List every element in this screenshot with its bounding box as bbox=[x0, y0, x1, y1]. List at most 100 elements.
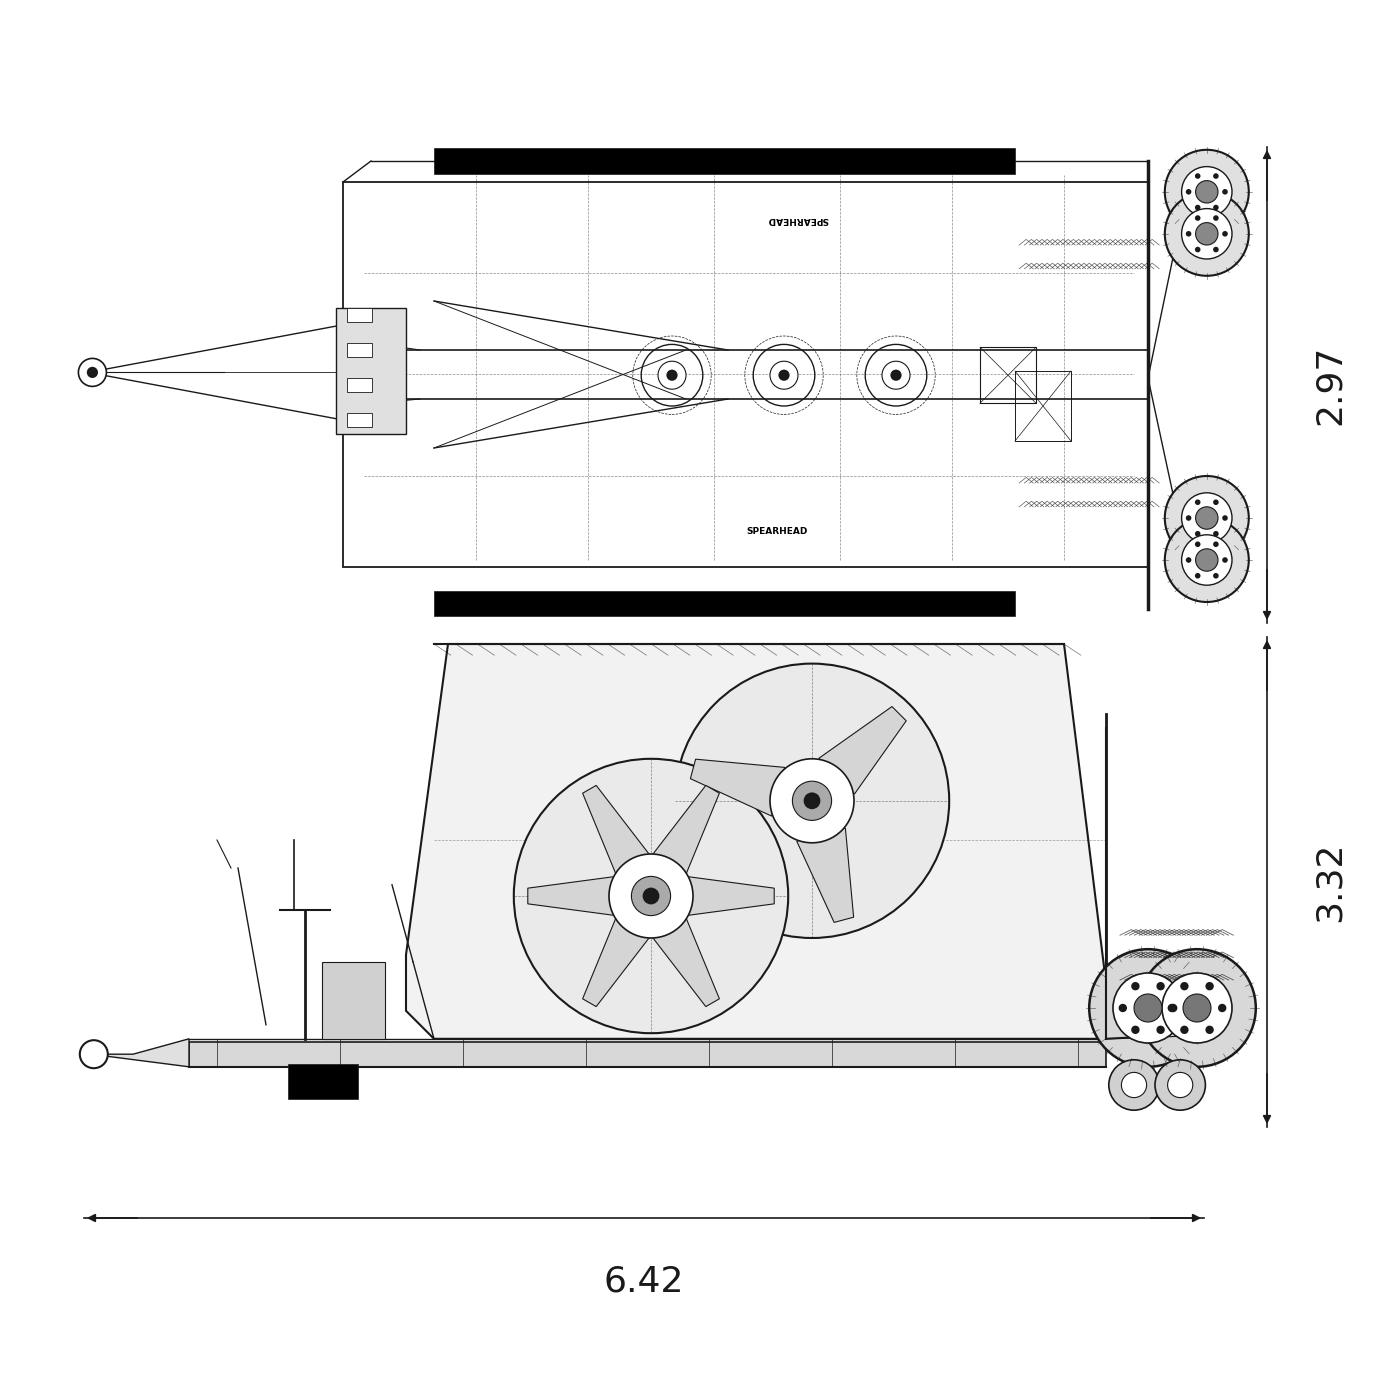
Circle shape bbox=[882, 361, 910, 389]
Circle shape bbox=[1089, 949, 1207, 1067]
Text: SPEARHEAD: SPEARHEAD bbox=[767, 216, 829, 224]
Circle shape bbox=[1119, 1004, 1127, 1012]
Circle shape bbox=[1165, 192, 1249, 276]
Circle shape bbox=[1162, 973, 1232, 1043]
Circle shape bbox=[1109, 1060, 1159, 1110]
Circle shape bbox=[1168, 1004, 1176, 1012]
Circle shape bbox=[770, 759, 854, 843]
Bar bbox=[347, 413, 372, 427]
Polygon shape bbox=[819, 707, 906, 794]
Bar bbox=[189, 1042, 1106, 1067]
Circle shape bbox=[1182, 535, 1232, 585]
Circle shape bbox=[1205, 981, 1214, 990]
Circle shape bbox=[1205, 1026, 1214, 1035]
Circle shape bbox=[1186, 189, 1191, 195]
Circle shape bbox=[1196, 549, 1218, 571]
Polygon shape bbox=[797, 827, 854, 923]
Circle shape bbox=[643, 888, 659, 904]
Circle shape bbox=[1194, 204, 1200, 210]
Circle shape bbox=[1186, 515, 1191, 521]
Circle shape bbox=[80, 1040, 108, 1068]
Circle shape bbox=[631, 876, 671, 916]
Bar bbox=[347, 308, 372, 322]
Circle shape bbox=[1186, 557, 1191, 563]
Circle shape bbox=[1165, 150, 1249, 234]
Bar bbox=[336, 308, 406, 434]
Bar bbox=[322, 962, 385, 1039]
Circle shape bbox=[87, 367, 98, 378]
Bar bbox=[434, 148, 1015, 174]
Circle shape bbox=[1212, 204, 1218, 210]
Circle shape bbox=[1182, 167, 1232, 217]
Bar bbox=[434, 591, 1015, 616]
Polygon shape bbox=[528, 876, 616, 916]
Circle shape bbox=[1222, 557, 1228, 563]
Circle shape bbox=[658, 361, 686, 389]
Text: 2.97: 2.97 bbox=[1313, 344, 1347, 426]
Circle shape bbox=[890, 370, 902, 381]
Circle shape bbox=[1131, 1026, 1140, 1035]
Circle shape bbox=[770, 361, 798, 389]
Circle shape bbox=[1222, 231, 1228, 237]
Circle shape bbox=[1113, 973, 1183, 1043]
Circle shape bbox=[666, 370, 678, 381]
Circle shape bbox=[675, 664, 949, 938]
Circle shape bbox=[1196, 507, 1218, 529]
Circle shape bbox=[514, 759, 788, 1033]
Circle shape bbox=[792, 781, 832, 820]
Circle shape bbox=[1212, 174, 1218, 179]
Circle shape bbox=[609, 854, 693, 938]
Polygon shape bbox=[582, 917, 651, 1007]
Circle shape bbox=[1212, 531, 1218, 536]
Polygon shape bbox=[690, 759, 785, 816]
Circle shape bbox=[1180, 981, 1189, 990]
Polygon shape bbox=[686, 876, 774, 916]
Circle shape bbox=[1169, 1004, 1177, 1012]
Circle shape bbox=[1165, 476, 1249, 560]
Circle shape bbox=[1212, 573, 1218, 578]
Polygon shape bbox=[651, 917, 720, 1007]
Circle shape bbox=[1165, 518, 1249, 602]
Circle shape bbox=[1196, 542, 1201, 547]
Circle shape bbox=[1212, 246, 1218, 252]
Circle shape bbox=[1196, 500, 1201, 505]
Circle shape bbox=[804, 792, 820, 809]
Polygon shape bbox=[91, 1039, 189, 1067]
Circle shape bbox=[1212, 216, 1218, 221]
Circle shape bbox=[1138, 949, 1256, 1067]
Circle shape bbox=[1196, 181, 1218, 203]
Circle shape bbox=[1121, 1072, 1147, 1098]
Circle shape bbox=[1186, 231, 1191, 237]
Circle shape bbox=[1196, 223, 1218, 245]
Bar bbox=[1015, 371, 1071, 441]
Polygon shape bbox=[651, 785, 720, 875]
Circle shape bbox=[1168, 1072, 1193, 1098]
Circle shape bbox=[1182, 209, 1232, 259]
Circle shape bbox=[1182, 493, 1232, 543]
Polygon shape bbox=[582, 785, 651, 875]
Circle shape bbox=[1218, 1004, 1226, 1012]
Text: 3.32: 3.32 bbox=[1313, 841, 1347, 923]
Circle shape bbox=[1156, 981, 1165, 990]
Circle shape bbox=[1196, 216, 1201, 221]
Circle shape bbox=[1155, 1060, 1205, 1110]
Bar bbox=[347, 343, 372, 357]
Polygon shape bbox=[406, 644, 1106, 1039]
Circle shape bbox=[1194, 246, 1200, 252]
Bar bbox=[288, 1064, 358, 1099]
Circle shape bbox=[78, 358, 106, 386]
Circle shape bbox=[1212, 542, 1218, 547]
Circle shape bbox=[1196, 174, 1201, 179]
Circle shape bbox=[1194, 573, 1200, 578]
Text: 6.42: 6.42 bbox=[603, 1264, 685, 1298]
Bar bbox=[980, 347, 1036, 403]
Circle shape bbox=[1180, 1026, 1189, 1035]
Bar bbox=[347, 378, 372, 392]
Circle shape bbox=[1194, 531, 1200, 536]
Circle shape bbox=[1131, 981, 1140, 990]
Circle shape bbox=[1183, 994, 1211, 1022]
Circle shape bbox=[1212, 500, 1218, 505]
Circle shape bbox=[1222, 515, 1228, 521]
Text: SPEARHEAD: SPEARHEAD bbox=[746, 528, 808, 536]
Circle shape bbox=[1156, 1026, 1165, 1035]
